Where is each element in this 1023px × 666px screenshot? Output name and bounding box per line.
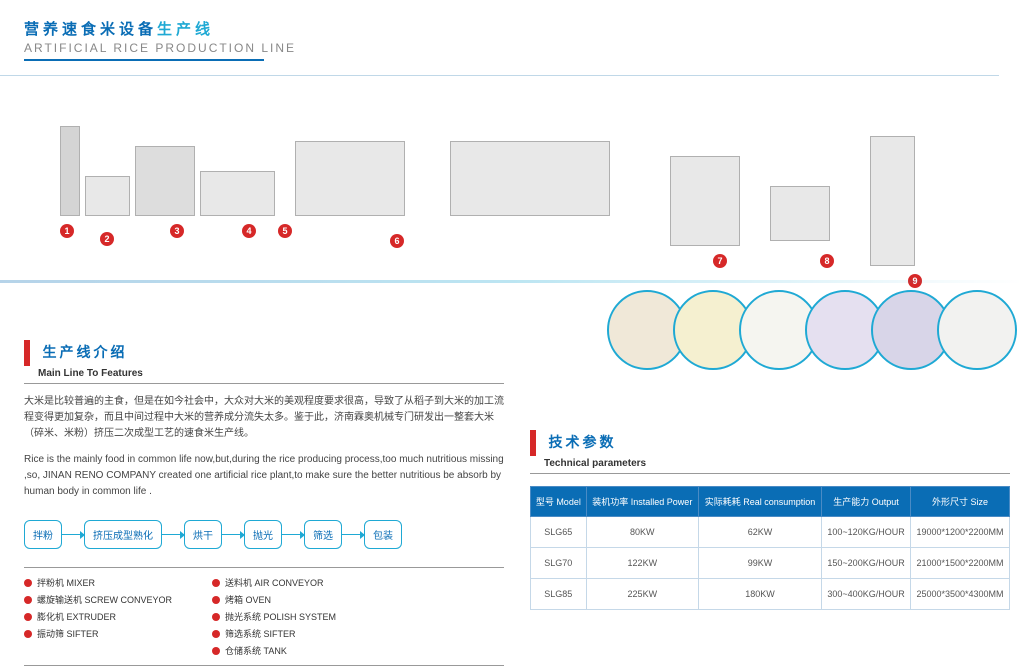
flow-step: 包装 [364, 520, 402, 549]
legend-item: 螺旋输送机 SCREW CONVEYOR [24, 593, 172, 606]
table-cell: 150~200KG/HOUR [822, 548, 911, 579]
legend-item: 拌粉机 MIXER [24, 576, 172, 589]
en-title: ARTIFICIAL RICE PRODUCTION LINE [24, 41, 999, 55]
machine-1 [60, 126, 80, 216]
machine-bullet: 2 [100, 232, 114, 246]
table-header: 外形尺寸 Size [911, 487, 1010, 517]
table-cell: SLG85 [531, 579, 587, 610]
machine-4 [200, 171, 275, 216]
title-cyan: 生产线 [157, 21, 214, 38]
table-cell: SLG65 [531, 517, 587, 548]
table-cell: 225KW [586, 579, 698, 610]
features-cn-title: 生产线介绍 [42, 344, 127, 360]
legend-item: 烤箱 OVEN [212, 593, 336, 606]
flow-step: 挤压成型熟化 [84, 520, 162, 549]
table-row: SLG70122KW99KW150~200KG/HOUR21000*1500*2… [531, 548, 1010, 579]
legend-item: 抛光系统 POLISH SYSTEM [212, 610, 336, 623]
flow-step: 拌粉 [24, 520, 62, 549]
table-cell: 100~120KG/HOUR [822, 517, 911, 548]
red-dot-icon [24, 579, 32, 587]
table-cell: SLG70 [531, 548, 587, 579]
legend-item: 膨化机 EXTRUDER [24, 610, 172, 623]
divider-stroke [0, 280, 1023, 283]
product-circles [621, 290, 1017, 370]
section-line [24, 383, 504, 384]
red-dot-icon [24, 613, 32, 621]
red-dot-icon [24, 630, 32, 638]
machine-bullet: 5 [278, 224, 292, 238]
legend-item: 振动筛 SIFTER [24, 627, 172, 640]
table-cell: 21000*1500*2200MM [911, 548, 1010, 579]
arrow-icon [282, 534, 304, 535]
table-cell: 80KW [586, 517, 698, 548]
cn-description: 大米是比较普遍的主食，但是在如今社会中，大众对大米的美观程度要求很高，导致了从稻… [24, 394, 504, 442]
table-cell: 300~400KG/HOUR [822, 579, 911, 610]
machine-6 [450, 141, 610, 216]
machine-2 [85, 176, 130, 216]
title-blue: 营养速食米设备 [24, 21, 157, 38]
cn-title: 营养速食米设备生产线 [24, 18, 999, 39]
table-row: SLG85225KW180KW300~400KG/HOUR25000*3500*… [531, 579, 1010, 610]
arrow-icon [62, 534, 84, 535]
flow-step: 烘干 [184, 520, 222, 549]
legend-column: 送料机 AIR CONVEYOR 烤箱 OVEN 抛光系统 POLISH SYSTE… [212, 576, 336, 657]
params-table: 型号 Model装机功率 Installed Power实际耗耗 Real co… [530, 486, 1010, 610]
table-row: SLG6580KW62KW100~120KG/HOUR19000*1200*22… [531, 517, 1010, 548]
section-header: 技术参数 Technical parameters [530, 430, 1010, 474]
params-section: 技术参数 Technical parameters 型号 Model装机功率 I… [530, 430, 1010, 610]
arrow-icon [342, 534, 364, 535]
table-cell: 62KW [698, 517, 821, 548]
arrow-icon [162, 534, 184, 535]
machine-bullet: 6 [390, 234, 404, 248]
red-dot-icon [212, 613, 220, 621]
machine-diagram: 123456789 [20, 86, 1003, 276]
machine-7 [670, 156, 740, 246]
legend-item: 筛选系统 SIFTER [212, 627, 336, 640]
sample-circle [937, 290, 1017, 370]
process-flowchart: 拌粉挤压成型熟化烘干抛光筛选包装 [24, 520, 504, 549]
machine-bullet: 8 [820, 254, 834, 268]
machine-9 [870, 136, 915, 266]
machine-legend: 拌粉机 MIXER 螺旋输送机 SCREW CONVEYOR 膨化机 EXTRUDE… [24, 567, 504, 666]
machine-8 [770, 186, 830, 241]
table-cell: 25000*3500*4300MM [911, 579, 1010, 610]
table-header: 型号 Model [531, 487, 587, 517]
red-dot-icon [212, 630, 220, 638]
arrow-icon [222, 534, 244, 535]
table-header: 装机功率 Installed Power [586, 487, 698, 517]
header-divider [0, 75, 999, 76]
machine-5 [295, 141, 405, 216]
section-line [530, 473, 1010, 474]
machine-bullet: 3 [170, 224, 184, 238]
flow-step: 抛光 [244, 520, 282, 549]
legend-item: 送料机 AIR CONVEYOR [212, 576, 336, 589]
table-cell: 19000*1200*2200MM [911, 517, 1010, 548]
machine-3 [135, 146, 195, 216]
legend-column: 拌粉机 MIXER 螺旋输送机 SCREW CONVEYOR 膨化机 EXTRUDE… [24, 576, 172, 657]
red-bar-icon [24, 340, 30, 366]
red-dot-icon [24, 596, 32, 604]
params-cn-title: 技术参数 [548, 434, 616, 450]
table-cell: 122KW [586, 548, 698, 579]
machine-bullet: 4 [242, 224, 256, 238]
red-bar-icon [530, 430, 536, 456]
flow-step: 筛选 [304, 520, 342, 549]
section-header: 生产线介绍 Main Line To Features [24, 340, 504, 384]
machine-bullet: 1 [60, 224, 74, 238]
table-cell: 180KW [698, 579, 821, 610]
features-en-title: Main Line To Features [38, 368, 504, 379]
red-dot-icon [212, 647, 220, 655]
machine-bullet: 7 [713, 254, 727, 268]
red-dot-icon [212, 596, 220, 604]
table-cell: 99KW [698, 548, 821, 579]
page-header: 营养速食米设备生产线 ARTIFICIAL RICE PRODUCTION LI… [0, 0, 1023, 69]
table-header: 生产能力 Output [822, 487, 911, 517]
params-en-title: Technical parameters [544, 458, 1010, 469]
title-underline [24, 59, 264, 61]
table-header: 实际耗耗 Real consumption [698, 487, 821, 517]
red-dot-icon [212, 579, 220, 587]
features-section: 生产线介绍 Main Line To Features 大米是比较普遍的主食，但… [24, 340, 504, 666]
en-description: Rice is the mainly food in common life n… [24, 452, 504, 500]
